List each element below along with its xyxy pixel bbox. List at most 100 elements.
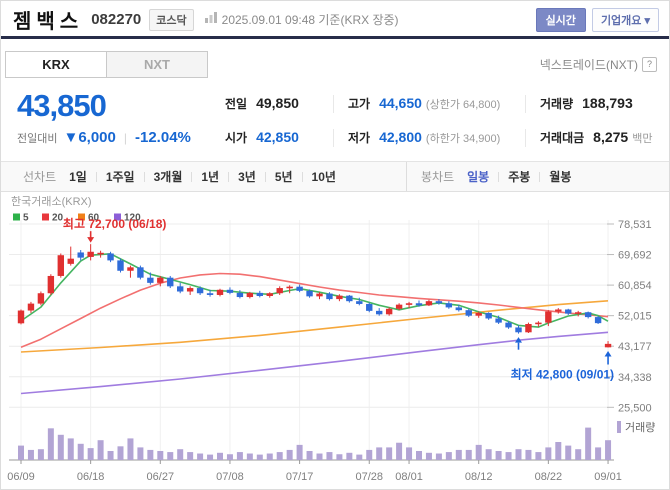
volume-bar xyxy=(97,440,104,460)
field-low: 저가 42,800 (하한가 34,900) xyxy=(333,129,525,147)
candle-chart-label: 봉차트 xyxy=(421,170,455,184)
volume-bar xyxy=(495,451,502,460)
period-1d[interactable]: 1일 xyxy=(69,170,87,184)
volume-bar xyxy=(485,449,492,460)
candle-daily[interactable]: 일봉 xyxy=(467,170,490,184)
field-high: 고가 44,650 (상한가 64,800) xyxy=(333,95,525,113)
change-label: 전일대비 xyxy=(17,132,58,145)
svg-text:60: 60 xyxy=(88,213,100,224)
line-chart-group: 선차트 1일 1주일 3개월 1년 3년 5년 10년 xyxy=(1,162,406,191)
candle-up xyxy=(97,252,104,255)
volume-bar xyxy=(376,447,383,460)
period-3m[interactable]: 3개월 xyxy=(153,170,183,184)
candle-down xyxy=(306,290,313,297)
candle-up xyxy=(186,288,194,292)
tab-nxt[interactable]: NXT xyxy=(107,50,208,78)
realtime-button[interactable]: 실시간 xyxy=(535,7,586,32)
candle-up xyxy=(266,293,273,297)
volume-bar xyxy=(515,449,522,460)
candle-up xyxy=(405,303,413,305)
candle-up xyxy=(47,275,55,294)
candle-down xyxy=(515,327,522,333)
volume-bar xyxy=(525,449,532,460)
svg-text:60,854: 60,854 xyxy=(618,280,652,292)
volume-bar xyxy=(356,454,363,460)
period-5y[interactable]: 5년 xyxy=(274,170,293,184)
svg-text:07/17: 07/17 xyxy=(286,471,314,483)
volume-bar xyxy=(47,428,54,460)
volume-bar xyxy=(187,452,194,460)
svg-text:08/12: 08/12 xyxy=(465,471,493,483)
volume-bar xyxy=(336,454,343,460)
volume-bar xyxy=(445,452,452,460)
candle-up xyxy=(316,293,323,297)
candle-chart-group: 봉차트 일봉 주봉 월봉 xyxy=(406,162,669,191)
current-price: 43,850 xyxy=(17,88,107,123)
volume-bar xyxy=(107,451,114,460)
volume-bar xyxy=(177,449,184,460)
volume-bar xyxy=(326,452,333,460)
stock-name: 젬백스 xyxy=(13,11,84,33)
candle-down xyxy=(77,252,84,258)
volume-bar xyxy=(535,452,542,460)
period-3y[interactable]: 3년 xyxy=(238,170,256,184)
candle-down xyxy=(455,307,462,311)
stock-code: 082270 xyxy=(91,11,142,28)
low-annotation: 최저 42,800 (09/01) xyxy=(511,367,614,382)
svg-text:08/01: 08/01 xyxy=(395,471,423,483)
volume-bar xyxy=(226,454,233,460)
candle-weekly[interactable]: 주봉 xyxy=(508,170,531,184)
volume-bar xyxy=(416,451,422,460)
field-volume: 거래량 188,793 xyxy=(525,95,657,113)
help-icon[interactable]: ? xyxy=(642,56,657,72)
volume-bar xyxy=(605,440,612,460)
chart-source-label: 한국거래소(KRX) xyxy=(11,195,92,208)
header: 젬백스 082270 코스닥 2025.09.01 09:48 기준(KRX 장… xyxy=(1,1,669,39)
volume-bar xyxy=(266,453,273,460)
svg-text:20: 20 xyxy=(52,213,64,224)
quote-timestamp: 2025.09.01 09:48 기준(KRX 장중) xyxy=(221,13,399,27)
candle-down xyxy=(296,286,303,291)
volume-bar xyxy=(217,452,223,460)
candle-monthly[interactable]: 월봉 xyxy=(549,170,572,184)
volume-bar xyxy=(157,451,164,460)
volume-bar xyxy=(425,452,432,460)
volume-bar xyxy=(246,453,253,460)
ma-legend-swatch xyxy=(13,213,20,221)
change-value: ▼6,000 xyxy=(63,129,116,146)
volume-bar xyxy=(346,452,353,460)
volume-bar xyxy=(207,454,214,460)
candle-up xyxy=(286,286,293,289)
candle-up xyxy=(475,312,482,316)
svg-text:43,177: 43,177 xyxy=(618,341,652,353)
volume-bar xyxy=(475,444,482,460)
period-10y[interactable]: 10년 xyxy=(311,170,336,184)
candle-down xyxy=(167,277,174,287)
tab-krx[interactable]: KRX xyxy=(5,50,107,78)
change-percent: -12.04% xyxy=(135,129,191,146)
ma-legend-swatch xyxy=(114,213,121,221)
candle-up xyxy=(67,258,74,264)
svg-text:07/08: 07/08 xyxy=(216,471,244,483)
period-1y[interactable]: 1년 xyxy=(201,170,220,184)
svg-text:07/28: 07/28 xyxy=(355,471,383,483)
volume-bar xyxy=(147,449,154,460)
volume-bar xyxy=(435,453,442,460)
candle-up xyxy=(27,303,35,311)
period-1w[interactable]: 1주일 xyxy=(105,170,135,184)
volume-bar xyxy=(256,454,263,460)
candle-down xyxy=(366,303,373,311)
candle-down xyxy=(196,288,204,294)
volume-bar xyxy=(465,449,472,460)
svg-text:5: 5 xyxy=(23,213,29,224)
volume-bar xyxy=(117,446,124,460)
current-price-block: 43,850 전일대비 ▼6,000 | -12.04% xyxy=(17,89,225,147)
ma120-line xyxy=(20,331,609,395)
svg-text:09/01: 09/01 xyxy=(594,471,622,483)
company-overview-button[interactable]: 기업개요 ▾ xyxy=(591,7,659,32)
candle-up xyxy=(575,312,582,314)
stock-chart: 06/09 06/18 06/27 07/08 07/17 07/28 08/01 08/12… xyxy=(7,195,655,483)
candle-up xyxy=(525,323,532,333)
field-prev-close: 전일 49,850 xyxy=(225,95,299,111)
